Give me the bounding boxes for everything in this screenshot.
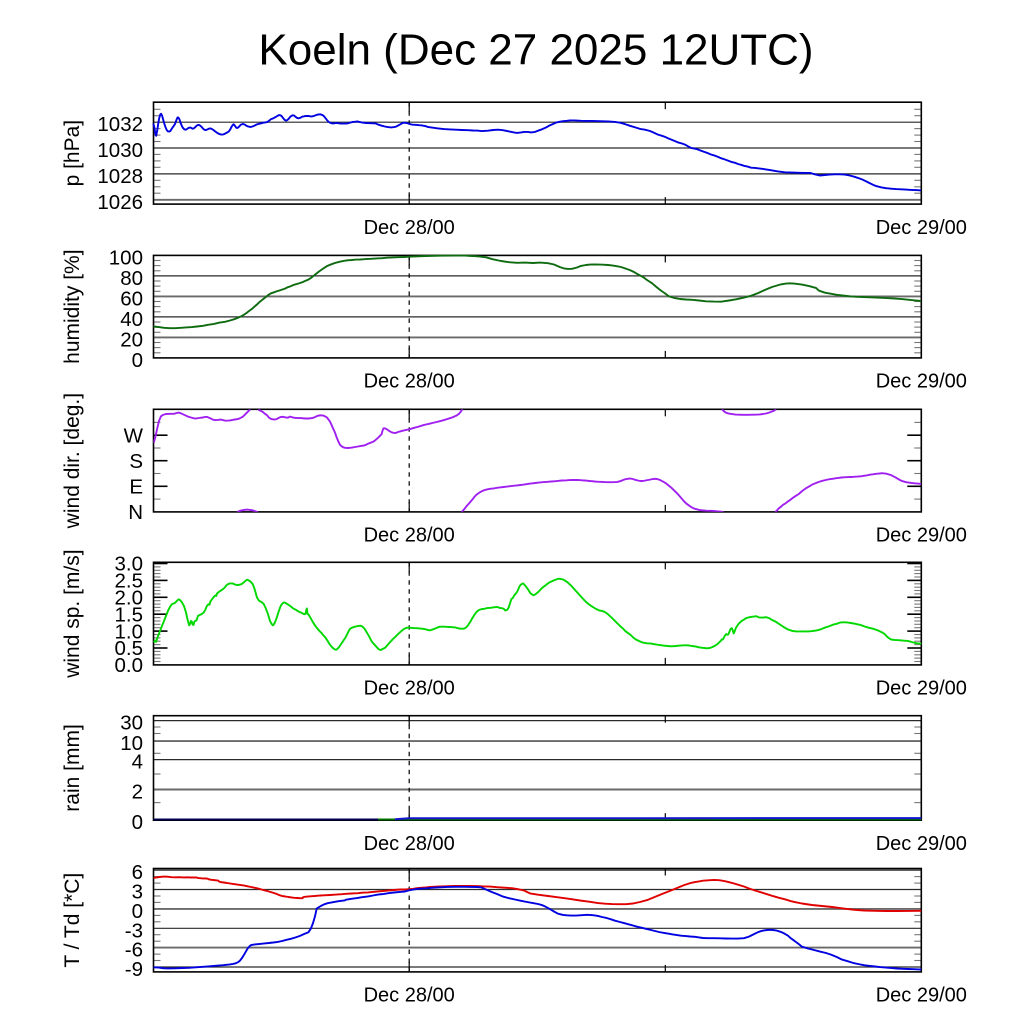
svg-text:1026: 1026 <box>97 191 143 214</box>
svg-text:p [hPa]: p [hPa] <box>61 120 84 187</box>
svg-text:2.0: 2.0 <box>115 587 144 610</box>
svg-text:Dec 28/00: Dec 28/00 <box>364 985 455 1007</box>
svg-text:N: N <box>128 501 143 524</box>
svg-text:0: 0 <box>132 811 143 834</box>
svg-text:0: 0 <box>132 900 143 923</box>
svg-text:-3: -3 <box>125 919 143 942</box>
svg-text:0: 0 <box>132 349 143 372</box>
svg-text:humidity [%]: humidity [%] <box>61 249 84 363</box>
svg-text:E: E <box>129 476 143 499</box>
svg-text:Dec 29/00: Dec 29/00 <box>876 833 967 855</box>
svg-text:60: 60 <box>120 287 143 310</box>
svg-text:-9: -9 <box>125 958 143 981</box>
svg-text:3.0: 3.0 <box>115 553 144 576</box>
svg-text:3: 3 <box>132 881 143 904</box>
svg-text:Koeln (Dec 27 2025 12UTC): Koeln (Dec 27 2025 12UTC) <box>258 26 813 75</box>
svg-text:Dec 28/00: Dec 28/00 <box>364 525 455 547</box>
svg-text:30: 30 <box>120 712 143 735</box>
svg-text:Dec 28/00: Dec 28/00 <box>364 371 455 393</box>
svg-text:T / Td [*C]: T / Td [*C] <box>61 873 84 968</box>
svg-text:2.5: 2.5 <box>115 570 144 593</box>
svg-text:Dec 29/00: Dec 29/00 <box>876 985 967 1007</box>
svg-text:4: 4 <box>132 751 143 774</box>
svg-text:W: W <box>124 424 144 447</box>
svg-text:Dec 29/00: Dec 29/00 <box>876 371 967 393</box>
svg-text:Dec 29/00: Dec 29/00 <box>876 525 967 547</box>
svg-text:2: 2 <box>132 781 143 804</box>
svg-text:1032: 1032 <box>97 113 143 136</box>
svg-text:S: S <box>129 450 143 473</box>
svg-text:Dec 28/00: Dec 28/00 <box>364 678 455 700</box>
svg-text:Dec 28/00: Dec 28/00 <box>364 217 455 239</box>
svg-text:80: 80 <box>120 267 143 290</box>
svg-text:rain [mm]: rain [mm] <box>61 724 84 812</box>
svg-text:20: 20 <box>120 328 143 351</box>
svg-text:40: 40 <box>120 308 143 331</box>
svg-text:100: 100 <box>109 246 143 269</box>
svg-text:10: 10 <box>120 732 143 755</box>
svg-text:1028: 1028 <box>97 165 143 188</box>
svg-text:Dec 28/00: Dec 28/00 <box>364 833 455 855</box>
svg-text:1.0: 1.0 <box>115 620 144 643</box>
svg-text:Dec 29/00: Dec 29/00 <box>876 678 967 700</box>
svg-text:Dec 29/00: Dec 29/00 <box>876 217 967 239</box>
svg-text:1.5: 1.5 <box>115 603 144 626</box>
svg-text:-6: -6 <box>125 939 143 962</box>
svg-text:0.5: 0.5 <box>115 637 144 660</box>
svg-text:0.0: 0.0 <box>115 654 144 677</box>
svg-text:wind dir. [deg.]: wind dir. [deg.] <box>61 393 84 529</box>
svg-text:1030: 1030 <box>97 139 143 162</box>
svg-text:6: 6 <box>132 861 143 884</box>
svg-text:wind sp. [m/s]: wind sp. [m/s] <box>61 549 84 678</box>
